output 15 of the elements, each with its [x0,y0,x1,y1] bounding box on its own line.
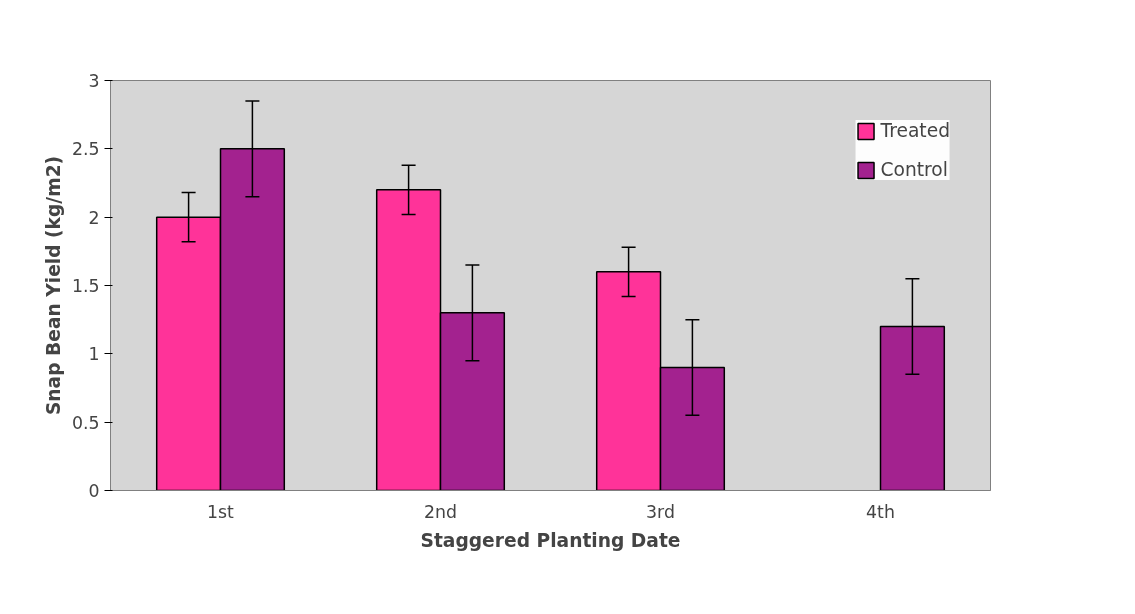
x-tick-label: 2nd [424,501,458,522]
y-tick-label: 0.5 [71,412,100,433]
legend-label: Control [880,159,948,180]
y-tick-label: 3 [88,71,100,91]
legend-label: Treated [880,120,950,141]
x-tick-label: 1st [207,501,235,522]
y-tick-label: 2.5 [71,139,100,160]
y-tick-label: 0 [88,481,100,501]
x-tick-label: 3rd [646,501,675,522]
x-tick-label: 4th [866,501,895,522]
y-tick-label: 1.5 [71,276,100,296]
y-axis-title: Snap Bean Yield (kg/m2) [42,155,64,416]
y-tick-label: 2 [88,207,100,228]
x-axis-title: Staggered Planting Date [420,529,681,551]
y-tick-label: 1 [88,344,100,365]
